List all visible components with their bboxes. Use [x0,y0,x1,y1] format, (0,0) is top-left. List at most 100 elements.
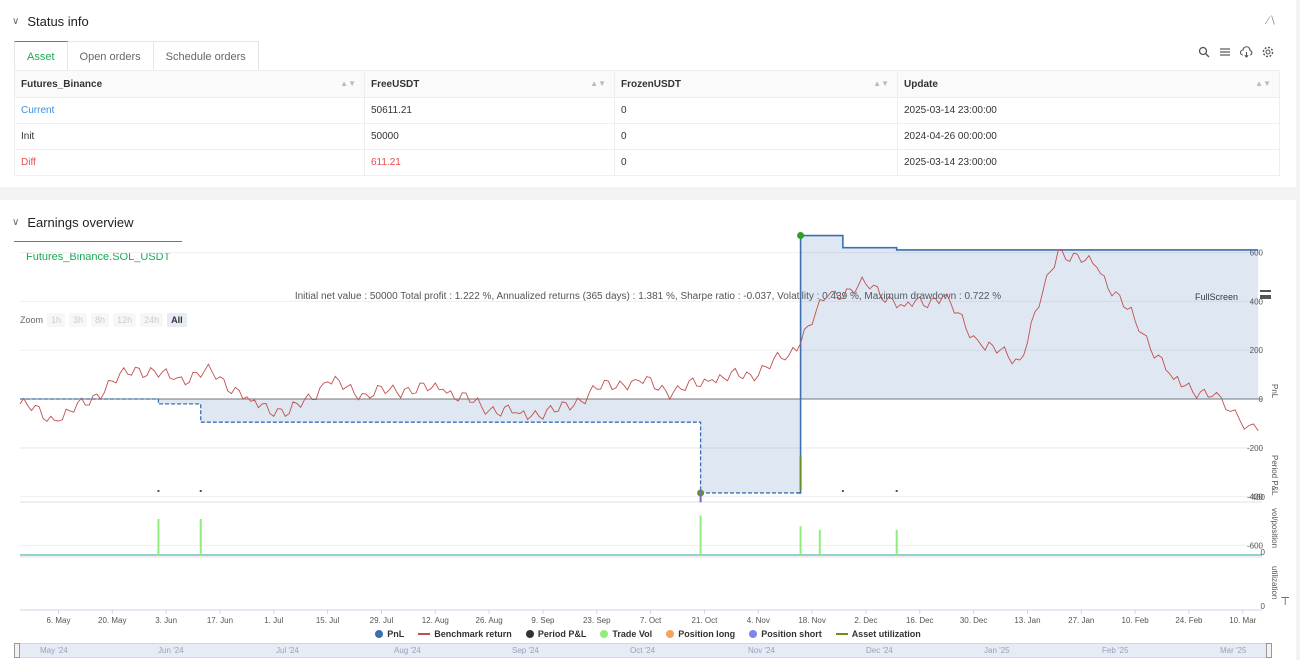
y-tick-label: -200 [1247,444,1264,453]
vol-position-tick-label: 0 [1261,548,1266,557]
status-info-title: Status info [27,14,89,29]
table-cell: 611.21 [364,149,615,176]
zoom-1h-button[interactable]: 1h [47,313,66,327]
period-pnl-bar [699,490,702,503]
earnings-overview-header[interactable]: ∨ Earnings overview [12,215,134,230]
period-pnl-bar [199,490,202,492]
zoom-24h-button[interactable]: 24h [140,313,164,327]
legend-item-trade-vol[interactable]: Trade Vol [600,629,652,639]
pnl-line-segment [20,398,797,494]
x-tick-label: 7. Oct [640,616,662,625]
column-header[interactable]: Futures_Binance ▲▼ [14,70,365,98]
tab-futures-binance-sol-usdt[interactable]: Futures_Binance.SOL_USDT [14,241,183,271]
legend-marker [418,633,431,635]
zoom-8h-button[interactable]: 8h [91,313,110,327]
navigator-label: Oct '24 [630,646,656,655]
cloud-download-icon[interactable] [1240,46,1253,58]
legend-item-asset-utilization[interactable]: Asset utilization [835,629,921,639]
table-cell: Init [14,123,365,150]
navigator-label: Jun '24 [158,646,184,655]
tab-open-orders[interactable]: Open orders [67,41,154,71]
legend-item-benchmark[interactable]: Benchmark return [418,629,512,639]
fullscreen-button[interactable]: FullScreen [1195,292,1238,302]
table-tools [1198,46,1274,58]
status-info-header[interactable]: ∨ Status info [12,14,89,29]
legend-item-period-pnl[interactable]: Period P&L [525,629,587,639]
table-cell: 2025-03-14 23:00:00 [897,97,1280,124]
column-header-label: Update [904,78,938,90]
table-row: Init 50000 0 2024-04-26 00:00:00 [14,123,1280,150]
legend-marker [375,630,384,638]
list-icon[interactable] [1219,46,1231,58]
navigator-label: Feb '25 [1102,646,1129,655]
column-header-label: FreeUSDT [371,78,420,90]
period-pnl-tick-label: -400 [1249,493,1266,502]
navigator-label: Jan '25 [984,646,1010,655]
legend-item-position-short[interactable]: Position short [749,629,822,639]
legend-label: Position short [761,629,822,639]
y-tick-label: 200 [1250,346,1264,355]
status-tabs: Asset Open orders Schedule orders [14,41,259,71]
collapse-icon[interactable]: ∕∖ [1267,15,1276,27]
column-header-label: Futures_Binance [21,78,103,90]
earnings-tabs: Futures_Binance.SOL_USDT [14,241,183,271]
x-tick-label: 27. Jan [1068,616,1094,625]
earnings-overview-title: Earnings overview [27,215,134,230]
x-tick-label: 13. Jan [1014,616,1040,625]
legend-item-position-long[interactable]: Position long [666,629,735,639]
navigator-label: Aug '24 [394,646,421,655]
x-tick-label: 2. Dec [854,616,877,625]
column-header[interactable]: Update ▲▼ [897,70,1280,98]
x-tick-label: 29. Jul [370,616,394,625]
period-pnl-bar [799,456,802,490]
zoom-3h-button[interactable]: 3h [69,313,88,327]
zoom-all-button[interactable]: All [167,313,187,327]
sort-icon[interactable]: ▲▼ [873,79,889,88]
x-tick-label: 4. Nov [747,616,770,625]
x-tick-label: 21. Oct [692,616,719,625]
earnings-overview-panel: ∨ Earnings overview Futures_Binance.SOL_… [0,200,1296,660]
table-cell: Diff [14,149,365,176]
sort-icon[interactable]: ▲▼ [590,79,606,88]
earnings-chart[interactable]: 600 400 200 0 -200 -400 -600 PnL Period P&L vol/p… [0,200,1296,630]
range-navigator[interactable]: May '24 Jun '24 Jul '24 Aug '24 Sep '24 Oct '… [14,643,1272,658]
legend-label: Period P&L [537,629,587,639]
x-tick-label: 30. Dec [960,616,988,625]
legend-label: Benchmark return [434,629,512,639]
table-cell: 50000 [364,123,615,150]
legend-label: Asset utilization [851,629,921,639]
column-header[interactable]: FreeUSDT ▲▼ [364,70,615,98]
search-icon[interactable] [1198,46,1210,58]
legend-item-pnl[interactable]: PnL [375,629,404,639]
x-tick-label: 1. Jul [264,616,283,625]
x-tick-label: 20. May [98,616,126,625]
trade-vol-bar [199,519,202,555]
navigator-right-handle[interactable] [1266,643,1272,658]
y-tick-label: -400 [1247,493,1264,502]
gear-icon[interactable] [1262,46,1274,58]
trade-vol-bar [699,515,702,555]
zoom-12h-button[interactable]: 12h [113,313,137,327]
legend-label: Position long [678,629,736,639]
chart-legend: PnL Benchmark return Period P&L Trade Vo… [0,629,1296,639]
table-cell: 2025-03-14 23:00:00 [897,149,1280,176]
column-header[interactable]: FrozenUSDT ▲▼ [614,70,898,98]
sort-icon[interactable]: ▲▼ [1255,79,1271,88]
x-tick-label: 23. Sep [583,616,611,625]
sort-icon[interactable]: ▲▼ [340,79,356,88]
table-row: Diff 611.21 0 2025-03-14 23:00:00 [14,149,1280,176]
tab-asset[interactable]: Asset [14,41,68,71]
tab-schedule-orders[interactable]: Schedule orders [153,41,259,71]
x-tick-label: 10. Feb [1122,616,1150,625]
legend-marker [525,630,534,638]
navigator-label: May '24 [40,646,68,655]
table-cell: 2024-04-26 00:00:00 [897,123,1280,150]
x-tick-label: 26. Aug [476,616,503,625]
legend-label: Trade Vol [612,629,653,639]
scroll-to-top-icon[interactable]: ⊤ [1280,596,1290,608]
y-tick-label: 400 [1250,297,1264,306]
navigator-left-handle[interactable] [14,643,20,658]
x-tick-label: 16. Dec [906,616,934,625]
zoom-selector: Zoom 1h 3h 8h 12h 24h All [20,313,187,327]
menu-icon[interactable] [1260,290,1271,299]
